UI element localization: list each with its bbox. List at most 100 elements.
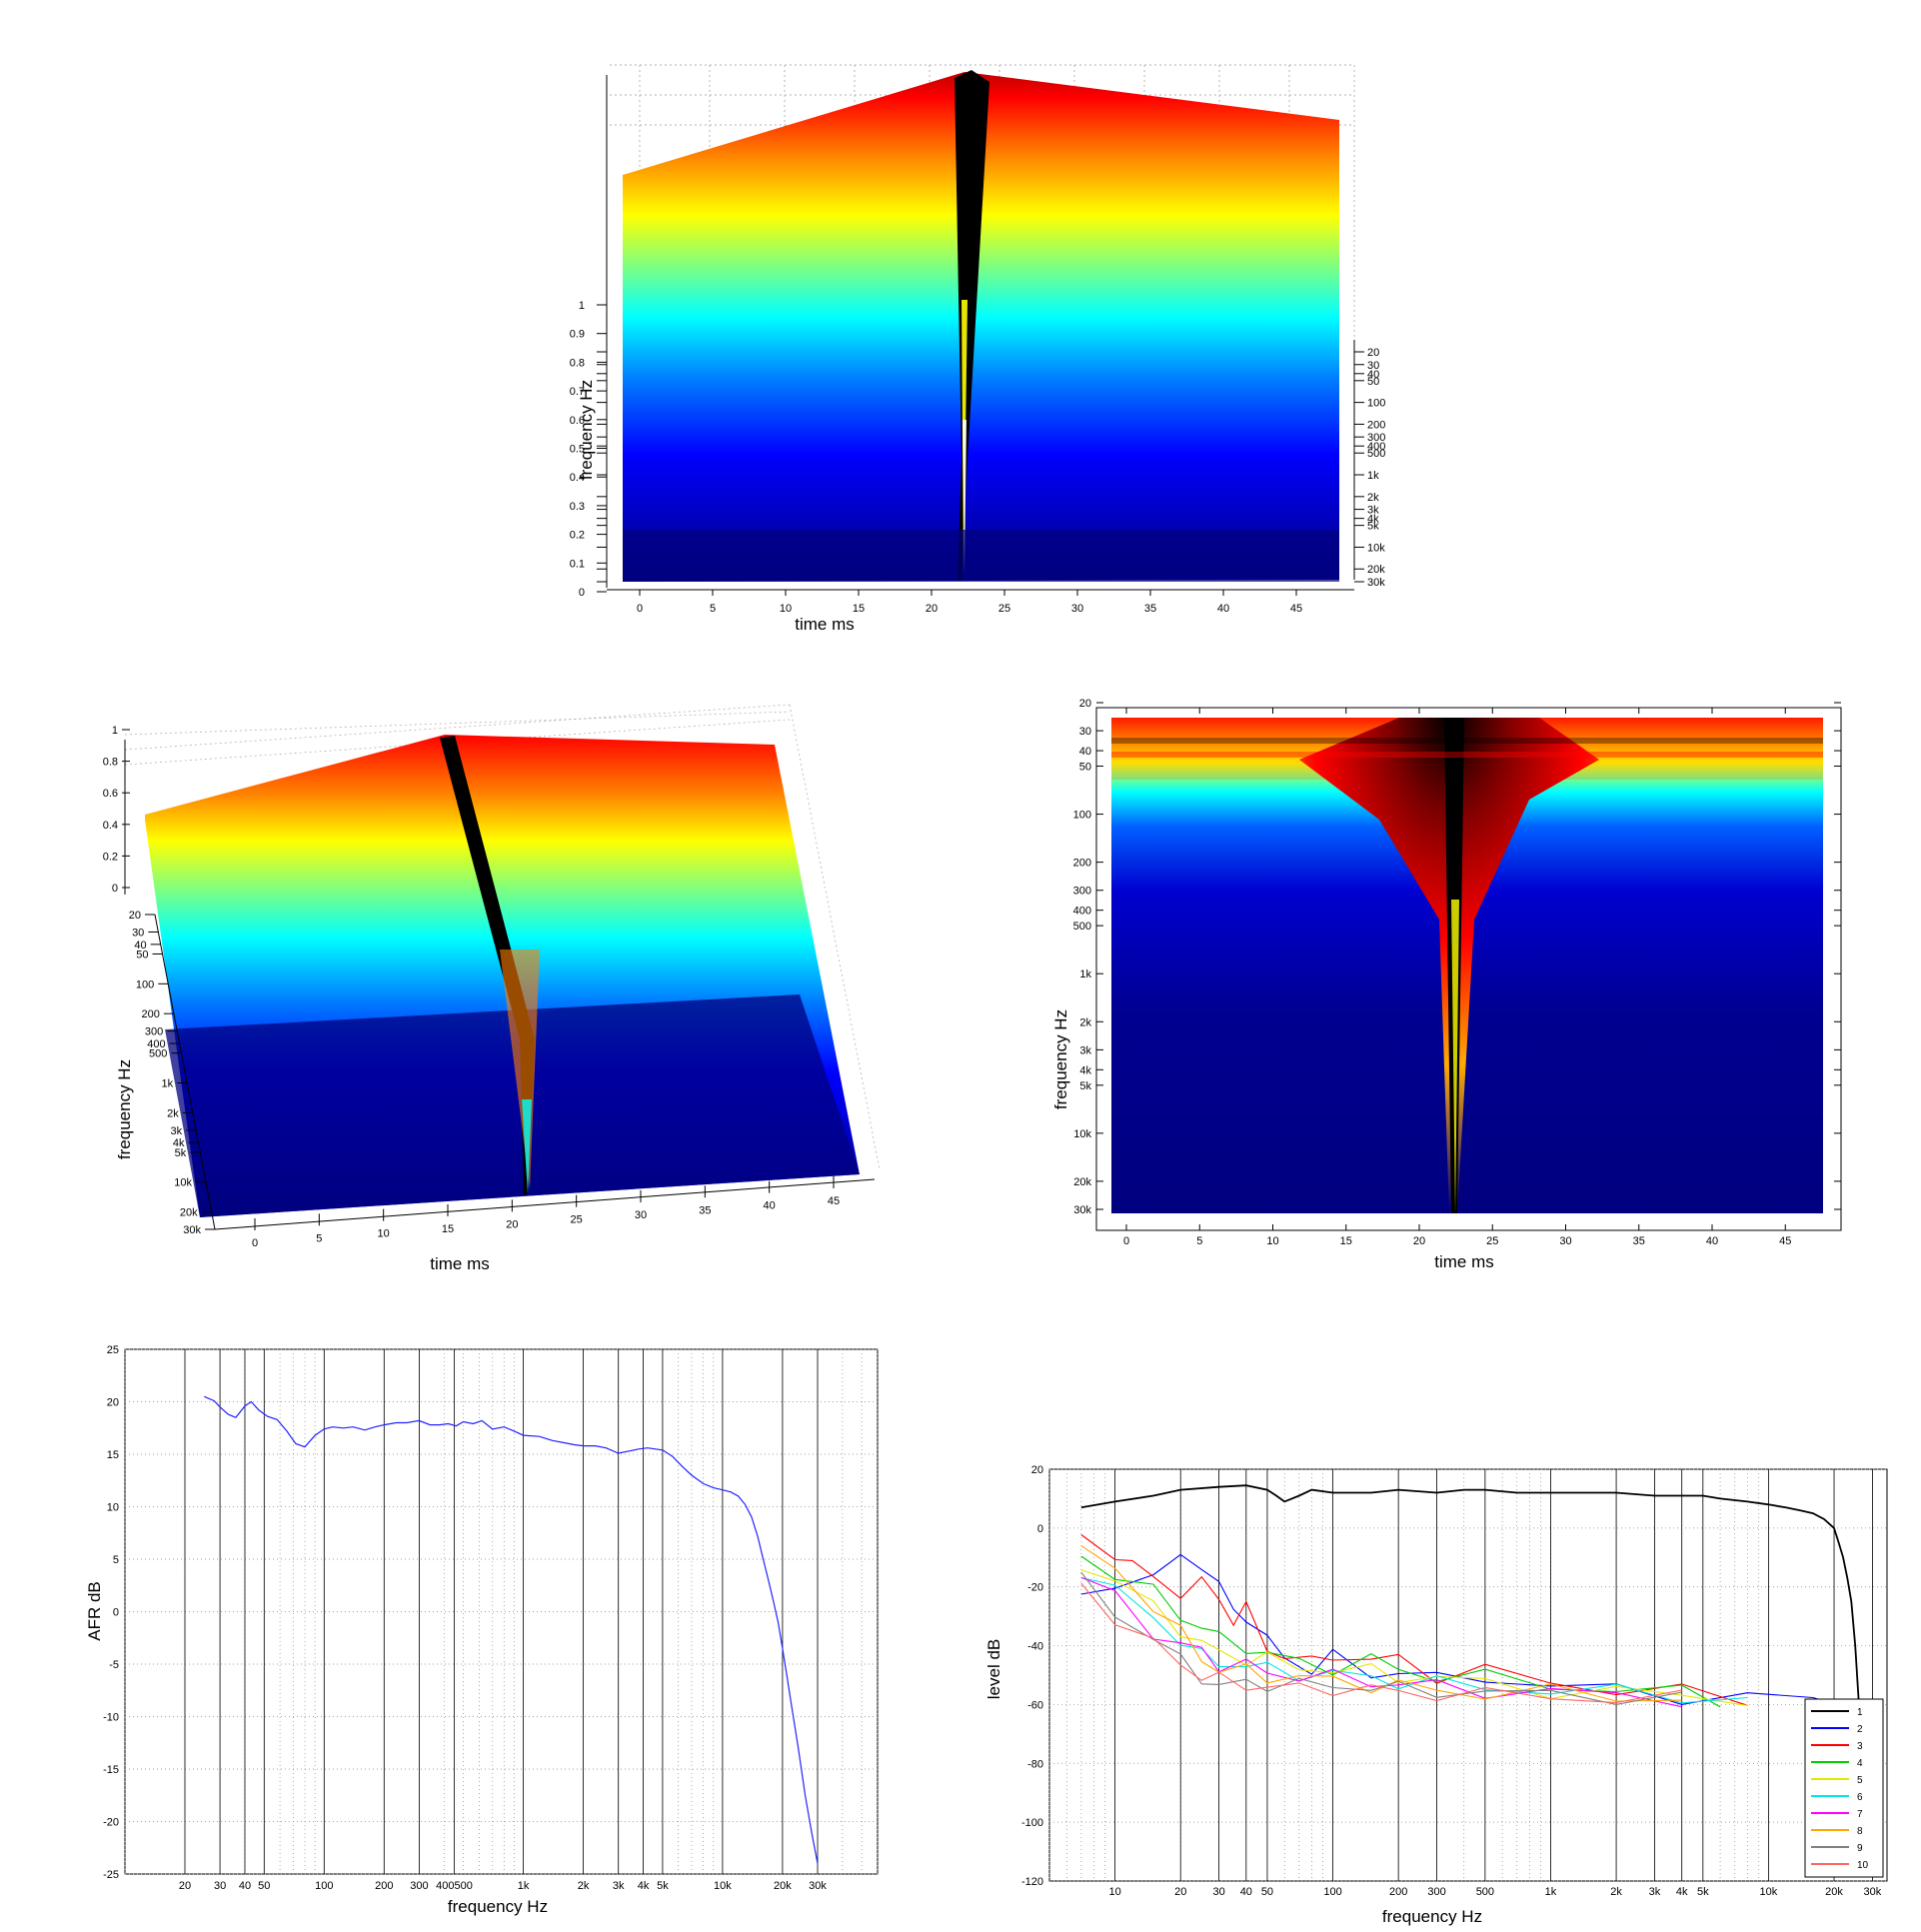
level-legend-label: 6 [1857,1792,1863,1803]
waterfall-angled-ftick-label: 200 [142,1008,160,1020]
waterfall-front-xtick-label: 20 [926,603,938,615]
waterfall-angled-ftick-label: 5k [175,1147,187,1159]
waterfall-front-ftick-label: 20k [1367,564,1385,576]
waterfall-front-plot: 0 5 10 15 20 25 30 35 40 45 0 0.1 0.2 0.3 0.4 0.5 0.6 0.… [570,64,1385,634]
spectrogram-top-ytick-label: 40 [1079,746,1091,758]
waterfall-angled-xtick-label: 30 [635,1209,647,1221]
level-series-5-line [1080,1569,1748,1706]
afr-xtick-label: 50 [258,1880,270,1892]
afr-ytick-label: 15 [107,1449,119,1461]
spectrogram-top-ytick-label: 10k [1073,1128,1091,1140]
level-series-1-line [1080,1484,1860,1705]
waterfall-front-ztick-label: 1 [579,300,585,312]
waterfall-angled-ztick-label: 1 [112,725,118,737]
spectrogram-top-ytick-label: 30k [1073,1204,1091,1216]
waterfall-front-ftick-label: 200 [1367,419,1385,431]
afr-xtick-label: 1k [518,1880,530,1892]
level-xtick-label: 1k [1545,1886,1557,1898]
waterfall-front-ftick-label: 500 [1367,448,1385,460]
level-xtick-label: 50 [1261,1886,1273,1898]
spectrogram-top-ytick-label: 20 [1079,698,1091,710]
spectrogram-top-ytick-label: 30 [1079,726,1091,738]
waterfall-front-xtick-label: 0 [637,603,643,615]
waterfall-angled-xtick-label: 20 [506,1218,518,1230]
waterfall-front-ftick-label: 100 [1367,398,1385,410]
waterfall-angled-xtick-label: 5 [316,1232,322,1244]
afr-xtick-label: 30 [214,1880,226,1892]
spectrogram-top-ytick-label: 2k [1079,1016,1091,1028]
waterfall-angled-ftick-label: 100 [136,978,154,990]
waterfall-front-ftick-label: 20 [1367,347,1379,359]
level-ytick-label: -40 [1027,1641,1043,1653]
spectrogram-top-xtick-label: 15 [1340,1235,1352,1247]
afr-xtick-label: 5k [657,1880,669,1892]
afr-ytick-label: -5 [109,1659,119,1671]
spectrogram-top-xtick-label: 20 [1413,1235,1425,1247]
waterfall-angled-ftick-label: 2k [167,1107,179,1119]
level-axes [1048,1468,1888,1882]
afr-ytick-label: 5 [113,1554,119,1566]
spectrogram-top-ytick-label: 500 [1073,921,1091,933]
waterfall-angled-xtick-label: 45 [828,1195,840,1207]
afr-xtick-label: 200 [375,1880,393,1892]
level-xtick-label: 300 [1427,1886,1445,1898]
afr-xtick-label: 100 [315,1880,333,1892]
afr-ytick-label: -20 [103,1817,119,1829]
waterfall-angled-xtick-label: 0 [252,1237,258,1249]
waterfall-front-xtick-label: 25 [998,603,1010,615]
waterfall-front-ftick-label: 1k [1367,470,1379,482]
level-series-3-line [1080,1534,1748,1706]
waterfall-front-ztick-label: 0.2 [570,530,585,542]
level-ytick-label: -100 [1021,1817,1043,1829]
level-plot: 10 20 30 40 50 100 200 300 500 1k 2k 3k 4k 5k 10k 20k 30… [984,1464,1888,1926]
afr-ytick-label: -15 [103,1764,119,1776]
waterfall-angled-ylabel: frequency Hz [115,1059,134,1159]
level-series-7-line [1080,1576,1682,1708]
waterfall-front-ztick-label: 0.3 [570,501,585,513]
waterfall-angled-ftick-label: 300 [145,1026,163,1038]
level-xtick-label: 500 [1476,1886,1494,1898]
spectrogram-top-xtick-label: 0 [1123,1235,1129,1247]
waterfall-angled-floor [165,994,860,1217]
spectrogram-top-plot: 0 5 10 15 20 25 30 35 40 45 20 30 40 50 100 200 300 400 5… [1051,698,1842,1271]
waterfall-front-xtick-label: 30 [1071,603,1083,615]
level-ytick-label: -20 [1027,1582,1043,1594]
afr-ytick-label: 10 [107,1502,119,1514]
level-xtick-label: 10k [1760,1886,1778,1898]
waterfall-front-ftick-label: 50 [1367,376,1379,388]
waterfall-front-ylabel: frequency Hz [577,380,596,480]
spectrogram-top-xtick-label: 25 [1486,1235,1498,1247]
waterfall-angled-ftick-label: 500 [149,1048,167,1060]
afr-xtick-label: 2k [578,1880,590,1892]
level-xtick-label: 100 [1323,1886,1341,1898]
waterfall-angled-xtick-label: 25 [571,1214,583,1226]
waterfall-front-ftick-label: 30 [1367,360,1379,372]
level-legend-label: 9 [1857,1843,1863,1854]
level-xlabel: frequency Hz [1382,1907,1482,1926]
level-ytick-label: 0 [1037,1523,1043,1535]
level-ytick-label: 20 [1031,1464,1043,1476]
level-legend-label: 2 [1857,1724,1863,1735]
spectrogram-top-ytick-label: 5k [1079,1080,1091,1092]
level-ytick-label: -120 [1021,1876,1043,1888]
level-ytick-label: -60 [1027,1699,1043,1711]
spectrogram-top-ytick-label: 3k [1079,1044,1091,1056]
level-series-8-line [1080,1545,1682,1702]
waterfall-angled-ftick-label: 4k [173,1137,185,1149]
waterfall-angled-ftick-label: 30k [183,1224,201,1236]
waterfall-front-ftick-label: 4k [1367,514,1379,526]
level-ylabel: level dB [984,1639,1003,1699]
level-series-10-line [1080,1582,1682,1704]
level-legend-label: 8 [1857,1826,1863,1837]
waterfall-front-ztick-label: 0.5 [570,444,585,456]
waterfall-front-xtick-label: 35 [1144,603,1156,615]
afr-xtick-label: 300 [410,1880,428,1892]
waterfall-angled-xlabel: time ms [430,1254,490,1273]
level-legend-label: 3 [1857,1741,1863,1752]
level-xtick-label: 5k [1697,1886,1709,1898]
level-ytick-label: -80 [1027,1758,1043,1770]
waterfall-front-ftick-label: 10k [1367,542,1385,554]
level-xtick-label: 4k [1676,1886,1688,1898]
waterfall-angled-ftick-label: 50 [136,949,148,961]
